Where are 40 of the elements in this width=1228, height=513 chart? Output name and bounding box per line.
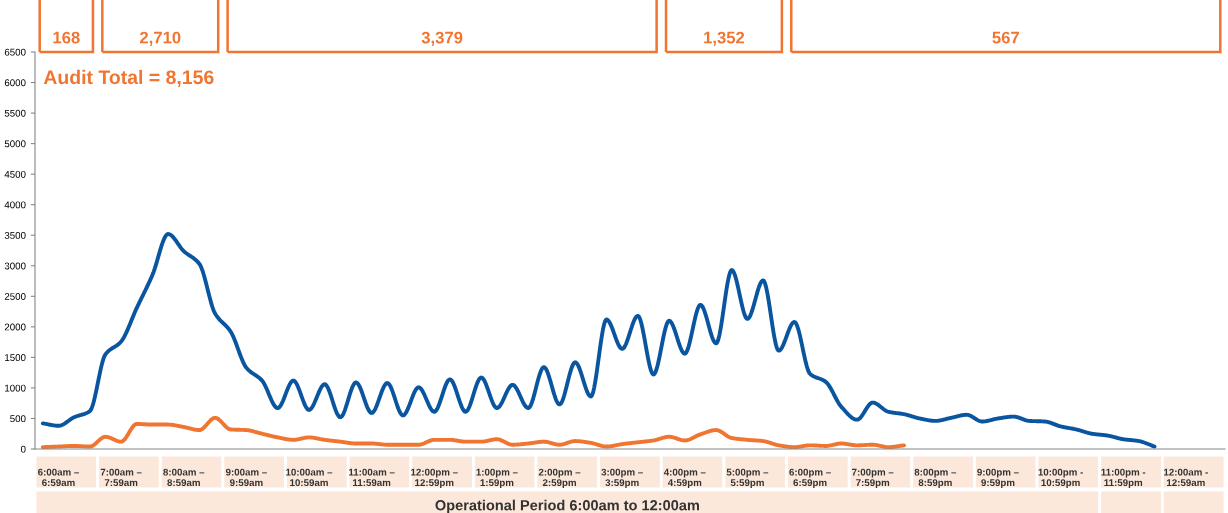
y-tick-label: 6000 (4, 79, 26, 87)
y-tick-label: 5500 (4, 109, 26, 117)
x-tick-label: 11:00pm - 11:59pm (1101, 468, 1146, 488)
x-tick-label: 3:00pm – 3:59pm (601, 468, 643, 488)
x-tick-label: 6:00pm – 6:59pm (789, 468, 831, 488)
y-tick-label: 1500 (5, 354, 26, 361)
y-tick-label: 1000 (5, 384, 26, 392)
y-tick-label: 5000 (4, 140, 26, 148)
text: 1,352 (704, 31, 745, 46)
x-tick-label: 9:00am – 9:59am (225, 468, 267, 487)
y-tick-label: 3500 (4, 231, 26, 239)
y-tick-label: 4500 (4, 170, 26, 178)
x-tick-label: 2:00pm – 2:59pm (538, 468, 581, 488)
y-tick-label: 4000 (4, 201, 26, 209)
x-tick-label: 7:00pm – 7:59pm (852, 468, 894, 488)
x-tick-label: 10:00am – 10:59am (286, 468, 333, 487)
text: 2,710 (139, 31, 181, 46)
x-tick-label: 10:00pm - 10:59pm (1038, 468, 1083, 488)
x-tick-label: 5:00pm – 5:59pm (726, 468, 769, 488)
x-tick-label: 4:00pm – 4:59pm (663, 468, 706, 488)
y-tick-label: 0 (20, 445, 26, 453)
x-tick-label: 12:00am - 12:59am (1164, 468, 1208, 487)
y-tick-label: 2500 (4, 293, 26, 300)
y-tick-label: 3000 (4, 262, 26, 270)
x-axis-title: Operational Period 6:00am to 12:00am (435, 499, 699, 513)
x-tick-label: 7:00am – 7:59am (100, 468, 142, 487)
x-tick-label: 6:00am – 6:59am (38, 468, 79, 487)
x-tick-label: 8:00am – 8:59am (163, 468, 205, 487)
x-tick-label: 12:00pm – 12:59pm (411, 468, 458, 488)
y-tick-label: 2000 (4, 323, 26, 331)
text: 3,379 (421, 31, 463, 46)
text: 567 (992, 31, 1019, 44)
x-tick-label: 9:00pm – 9:59pm (977, 468, 1019, 488)
x-tick-label: 11:00am – 11:59am (349, 468, 395, 487)
y-tick-label: 6500 (4, 48, 26, 56)
x-tick-label: 8:00pm – 8:59pm (914, 468, 957, 488)
text: 168 (53, 31, 80, 44)
y-tick-label: 500 (10, 415, 26, 423)
annotation: Audit Total = 8,156 (43, 69, 214, 87)
x-tick-label: 1:00pm – 1:59pm (476, 468, 518, 488)
